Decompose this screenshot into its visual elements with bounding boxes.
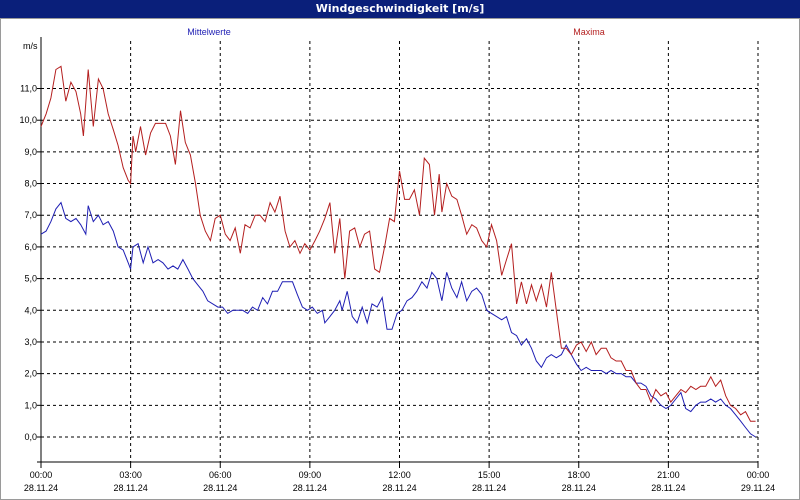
window-title: Windgeschwindigkeit [m/s]: [0, 0, 800, 18]
x-tick-date-label: 28.11.24: [203, 483, 237, 493]
y-tick-label: 8,0: [24, 179, 37, 189]
legend: Mittelwerte Maxima: [187, 27, 605, 37]
y-tick-label: 6,0: [24, 242, 37, 252]
x-tick-date-label: 29.11.24: [741, 483, 775, 493]
x-tick-date-label: 28.11.24: [472, 483, 506, 493]
x-tick-time-label: 18:00: [567, 470, 590, 480]
series-layer: [40, 65, 756, 438]
x-tick-time-label: 12:00: [388, 470, 411, 480]
y-tick-label: 11,0: [20, 84, 37, 94]
y-tick-label: 1,0: [24, 400, 37, 410]
x-tick-time-label: 03:00: [119, 470, 142, 480]
y-axis-unit-label: m/s: [23, 41, 38, 51]
x-tick-time-label: 06:00: [209, 470, 232, 480]
legend-label-maxima: Maxima: [573, 27, 605, 37]
chart-frame: m/s 0,0 1,0 2,0 3,0 4,0 5,0 6,0 7,0 8,0 9,0 10,0 11,…: [0, 18, 800, 500]
x-tick-date-label: 28.11.24: [24, 483, 58, 493]
x-axis: 00:00 28.11.24 03:00 28.11.24 06:00 28.11.24 0…: [24, 462, 775, 493]
y-tick-label: 3,0: [24, 337, 37, 347]
y-tick-label: 7,0: [24, 210, 37, 220]
x-tick-time-label: 00:00: [747, 470, 770, 480]
y-tick-label: 2,0: [24, 369, 37, 379]
y-axis: m/s 0,0 1,0 2,0 3,0 4,0 5,0 6,0 7,0 8,0 9,0 10,0 11,…: [19, 41, 41, 442]
x-tick-time-label: 15:00: [478, 470, 501, 480]
grid-layer: [37, 37, 759, 463]
legend-label-mittelwerte: Mittelwerte: [187, 27, 231, 37]
x-tick-time-label: 09:00: [299, 470, 322, 480]
series-line-mittelwerte: [40, 201, 756, 438]
series-line-maxima: [40, 65, 756, 422]
y-tick-label: 5,0: [24, 274, 37, 284]
y-tick-label: 9,0: [24, 147, 37, 157]
x-tick-date-label: 28.11.24: [113, 483, 147, 493]
wind-speed-chart: m/s 0,0 1,0 2,0 3,0 4,0 5,0 6,0 7,0 8,0 9,0 10,0 11,…: [19, 27, 775, 493]
y-tick-label: 10,0: [19, 115, 37, 125]
x-tick-date-label: 28.11.24: [651, 483, 685, 493]
x-tick-date-label: 28.11.24: [562, 483, 596, 493]
y-tick-label: 0,0: [24, 432, 37, 442]
x-tick-time-label: 21:00: [657, 470, 680, 480]
y-tick-label: 4,0: [24, 305, 37, 315]
x-tick-date-label: 28.11.24: [382, 483, 416, 493]
x-tick-time-label: 00:00: [30, 470, 53, 480]
x-tick-date-label: 28.11.24: [293, 483, 327, 493]
